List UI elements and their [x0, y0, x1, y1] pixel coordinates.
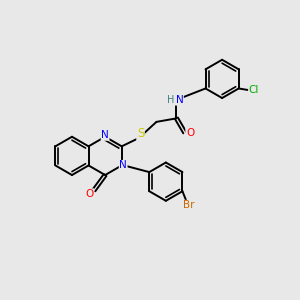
Text: N: N [176, 95, 183, 105]
Text: O: O [186, 128, 194, 138]
Text: O: O [85, 189, 94, 199]
Text: N: N [119, 160, 127, 170]
Text: N: N [101, 130, 109, 140]
Text: Br: Br [183, 200, 195, 210]
Text: S: S [137, 128, 144, 140]
Text: Cl: Cl [249, 85, 259, 95]
Text: H: H [167, 95, 174, 105]
